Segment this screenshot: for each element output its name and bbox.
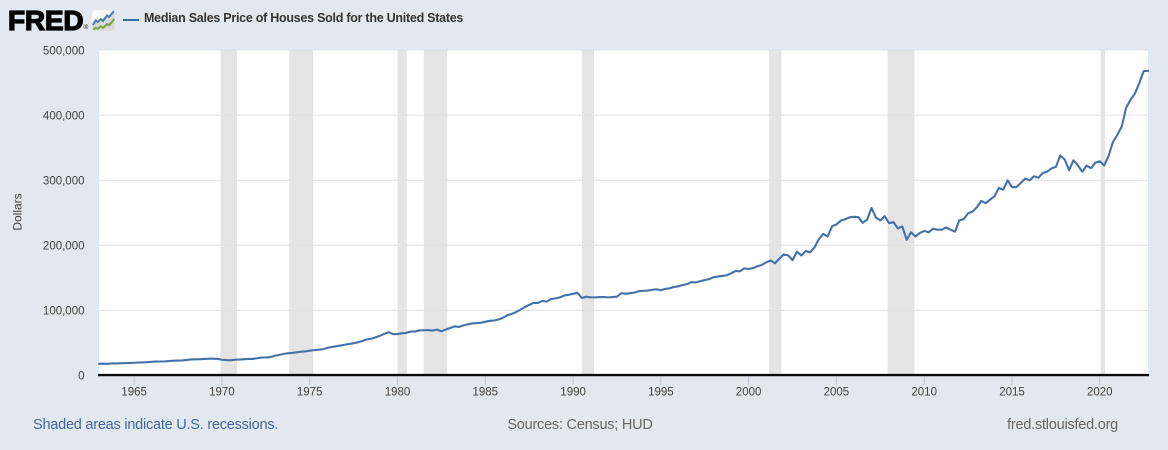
svg-text:200,000: 200,000 bbox=[43, 241, 85, 253]
svg-text:100,000: 100,000 bbox=[43, 306, 85, 318]
svg-text:300,000: 300,000 bbox=[43, 175, 85, 187]
svg-text:1965: 1965 bbox=[121, 387, 147, 399]
svg-text:1970: 1970 bbox=[209, 387, 235, 399]
svg-text:1980: 1980 bbox=[385, 387, 411, 399]
svg-text:Dollars: Dollars bbox=[11, 193, 25, 230]
svg-text:1975: 1975 bbox=[297, 387, 323, 399]
svg-text:0: 0 bbox=[78, 371, 84, 383]
svg-text:2020: 2020 bbox=[1087, 387, 1113, 399]
svg-text:500,000: 500,000 bbox=[43, 46, 85, 58]
svg-text:2015: 2015 bbox=[999, 387, 1025, 399]
svg-text:2000: 2000 bbox=[736, 387, 762, 399]
svg-text:1990: 1990 bbox=[560, 387, 586, 399]
svg-text:2010: 2010 bbox=[911, 387, 937, 399]
svg-text:400,000: 400,000 bbox=[43, 110, 85, 122]
svg-text:2005: 2005 bbox=[824, 387, 850, 399]
svg-text:1995: 1995 bbox=[648, 387, 674, 399]
svg-text:1985: 1985 bbox=[473, 387, 499, 399]
